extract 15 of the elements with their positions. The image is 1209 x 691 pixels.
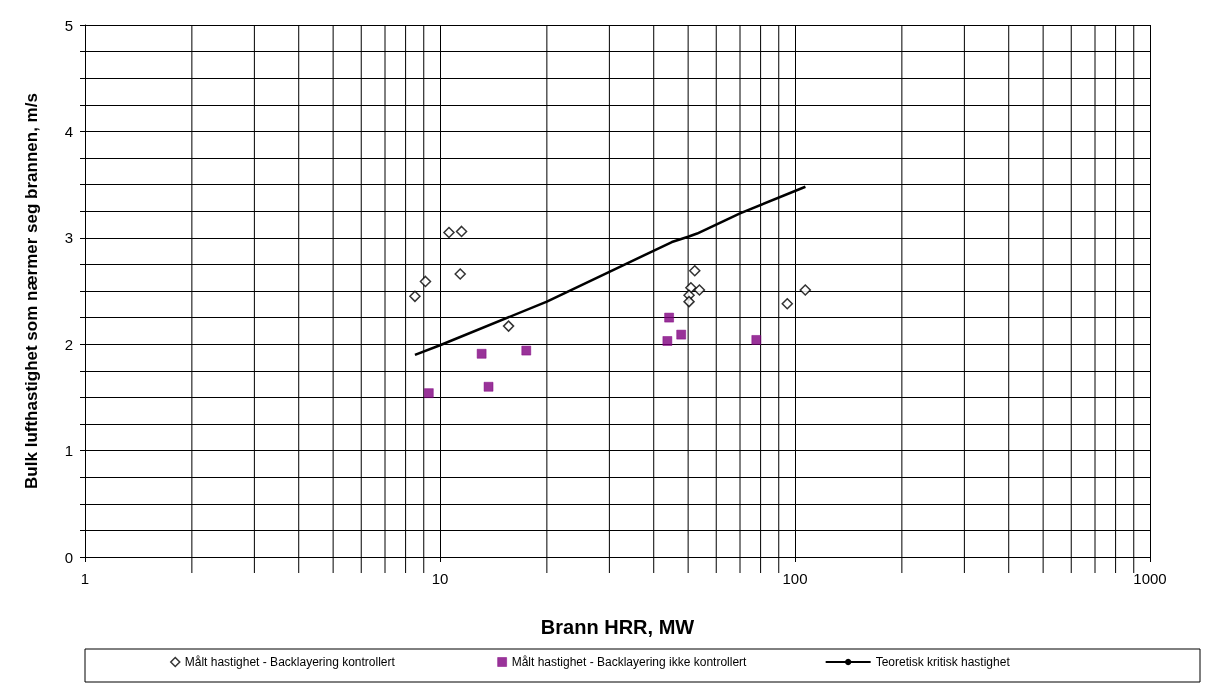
x-axis-title: Brann HRR, MW: [540, 616, 695, 638]
y-tick-label: 4: [64, 122, 73, 140]
y-tick-label: 0: [64, 548, 73, 566]
y-tick-label: 2: [64, 335, 73, 353]
y-tick-label: 1: [64, 442, 73, 460]
x-tick-label: 1000: [1133, 570, 1167, 587]
x-tick-label: 10: [431, 570, 449, 587]
x-tick-label: 1: [80, 570, 90, 587]
legend-label: Målt hastighet - Backlayering ikke kontrollert: [511, 655, 748, 669]
y-axis-title: Bulk lufthastighet som nærmer seg brannen, m/s: [22, 93, 41, 489]
x-tick-label: 100: [782, 570, 808, 587]
y-tick-label: 3: [64, 229, 73, 247]
y-tick-label: 5: [64, 16, 73, 34]
legend-label: Teoretisk kritisk hastighet: [875, 655, 1011, 669]
legend-label: Målt hastighet - Backlayering kontrollert: [184, 655, 396, 669]
